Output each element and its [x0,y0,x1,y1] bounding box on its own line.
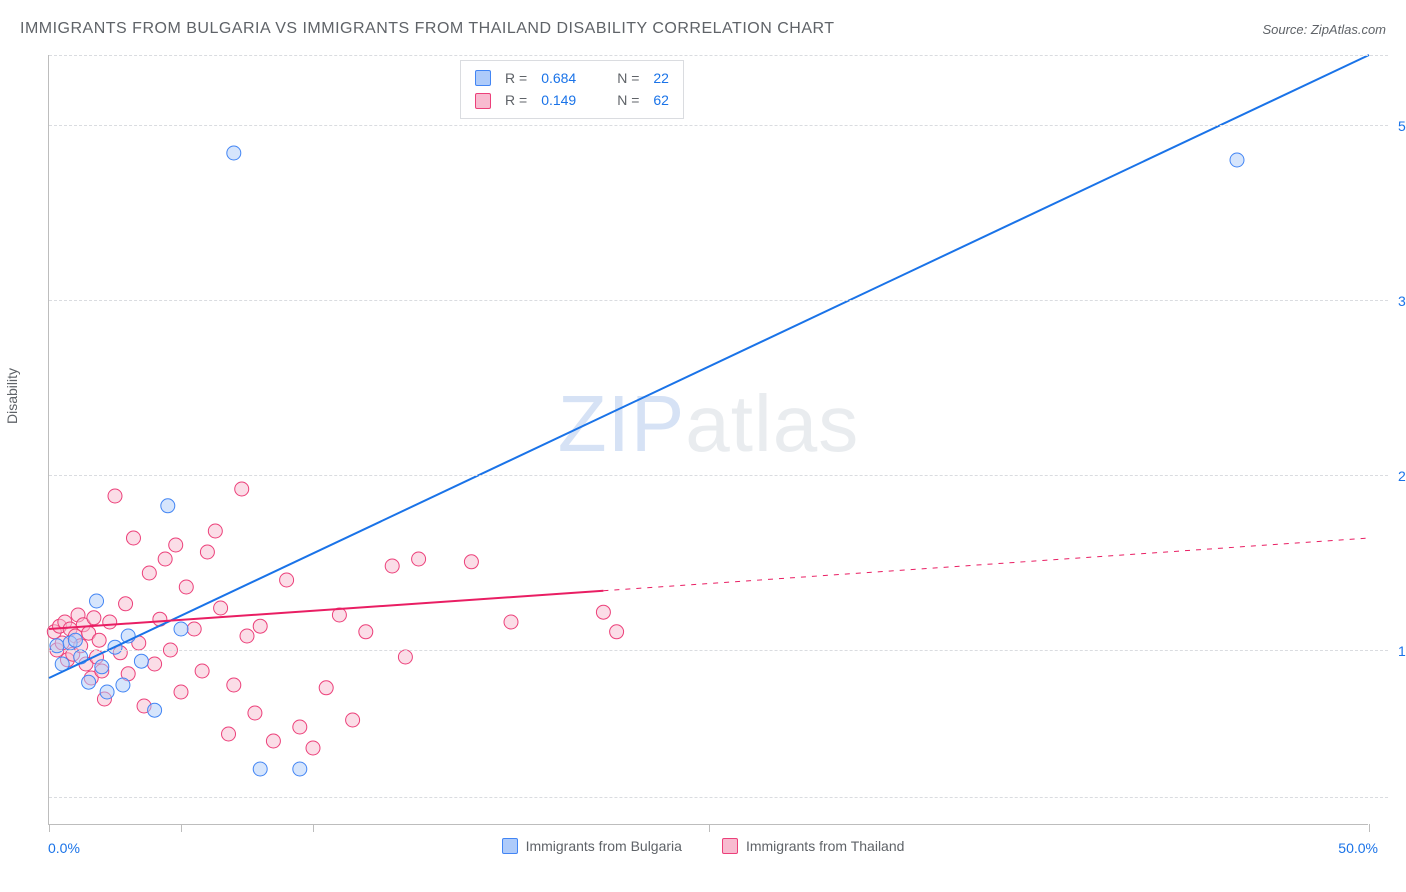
grid-line: 50.0% [49,125,1388,126]
data-point-thailand [103,615,117,629]
correlation-legend: R = 0.684 N = 22 R = 0.149 N = 62 [460,60,684,119]
chart-container: IMMIGRANTS FROM BULGARIA VS IMMIGRANTS F… [0,0,1406,892]
legend-swatch-bulgaria [502,838,518,854]
series-legend-item-bulgaria: Immigrants from Bulgaria [502,838,682,854]
grid-line [49,797,1388,798]
y-tick-label: 25.0% [1398,468,1406,484]
data-point-thailand [92,633,106,647]
data-point-thailand [208,524,222,538]
trendline-thailand [49,591,603,629]
trendline-dashed-thailand [603,538,1369,591]
y-axis-label: Disability [4,368,20,424]
data-point-thailand [248,706,262,720]
grid-line: 37.5% [49,300,1388,301]
x-tick [1369,824,1370,832]
data-point-thailand [227,678,241,692]
x-tick [313,824,314,832]
data-point-thailand [119,597,133,611]
n-label: N = [617,89,639,111]
data-point-thailand [385,559,399,573]
data-point-bulgaria [134,654,148,668]
n-value-thailand: 62 [653,89,669,111]
source-attribution: Source: ZipAtlas.com [1262,22,1386,37]
x-tick [49,824,50,832]
data-point-thailand [319,681,333,695]
data-point-bulgaria [148,703,162,717]
data-point-thailand [214,601,228,615]
data-point-bulgaria [95,660,109,674]
title-bar: IMMIGRANTS FROM BULGARIA VS IMMIGRANTS F… [20,20,1386,38]
data-point-bulgaria [82,675,96,689]
data-point-thailand [179,580,193,594]
trendline-bulgaria [49,55,1369,678]
data-point-bulgaria [116,678,130,692]
data-point-thailand [200,545,214,559]
r-value-bulgaria: 0.684 [541,67,591,89]
data-point-thailand [158,552,172,566]
r-label: R = [505,89,527,111]
data-point-bulgaria [174,622,188,636]
series-legend-item-thailand: Immigrants from Thailand [722,838,904,854]
data-point-bulgaria [161,499,175,513]
data-point-thailand [195,664,209,678]
y-tick-label: 12.5% [1398,643,1406,659]
data-point-thailand [293,720,307,734]
y-tick-label: 37.5% [1398,293,1406,309]
r-label: R = [505,67,527,89]
data-point-thailand [412,552,426,566]
data-point-thailand [222,727,236,741]
data-point-bulgaria [1230,153,1244,167]
grid-line: 12.5% [49,650,1388,651]
series-label-thailand: Immigrants from Thailand [746,838,904,854]
data-point-bulgaria [100,685,114,699]
data-point-thailand [240,629,254,643]
data-point-thailand [596,605,610,619]
data-point-thailand [169,538,183,552]
data-point-thailand [346,713,360,727]
data-point-thailand [610,625,624,639]
data-point-thailand [266,734,280,748]
legend-swatch-bulgaria [475,70,491,86]
data-point-bulgaria [293,762,307,776]
data-point-thailand [235,482,249,496]
data-point-thailand [187,622,201,636]
series-label-bulgaria: Immigrants from Bulgaria [526,838,682,854]
data-point-bulgaria [90,594,104,608]
r-value-thailand: 0.149 [541,89,591,111]
x-tick [709,824,710,832]
legend-swatch-thailand [475,93,491,109]
correlation-legend-row-thailand: R = 0.149 N = 62 [475,89,669,111]
data-point-thailand [398,650,412,664]
data-point-thailand [359,625,373,639]
data-point-thailand [464,555,478,569]
n-value-bulgaria: 22 [653,67,669,89]
legend-swatch-thailand [722,838,738,854]
n-label: N = [617,67,639,89]
plot-area: ZIPatlas 12.5%25.0%37.5%50.0% [48,55,1368,825]
series-legend: Immigrants from Bulgaria Immigrants from … [0,838,1406,854]
correlation-legend-row-bulgaria: R = 0.684 N = 22 [475,67,669,89]
data-point-bulgaria [68,633,82,647]
y-tick-label: 50.0% [1398,118,1406,134]
data-point-thailand [148,657,162,671]
data-point-thailand [280,573,294,587]
data-point-thailand [174,685,188,699]
data-point-thailand [126,531,140,545]
data-point-thailand [253,619,267,633]
grid-line [49,55,1388,56]
data-point-thailand [142,566,156,580]
data-point-bulgaria [253,762,267,776]
data-point-thailand [306,741,320,755]
data-point-bulgaria [74,650,88,664]
data-point-thailand [87,611,101,625]
chart-svg [49,55,1368,824]
grid-line: 25.0% [49,475,1388,476]
data-point-thailand [108,489,122,503]
x-tick [181,824,182,832]
chart-title: IMMIGRANTS FROM BULGARIA VS IMMIGRANTS F… [20,20,835,38]
data-point-thailand [504,615,518,629]
data-point-bulgaria [227,146,241,160]
